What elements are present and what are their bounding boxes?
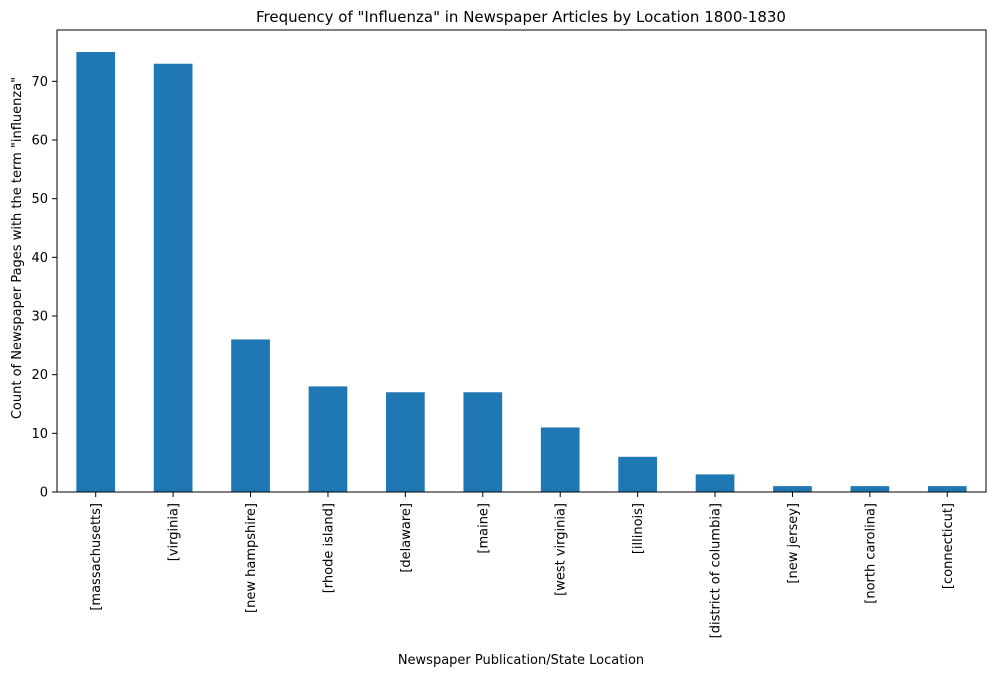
x-tick-label: [virginia]	[167, 503, 182, 561]
y-tick-label: 30	[31, 310, 48, 325]
y-tick-label: 10	[31, 427, 48, 442]
bar	[618, 456, 657, 492]
x-tick-label: [district of columbia]	[709, 503, 724, 638]
bar	[386, 392, 425, 492]
bar	[850, 486, 890, 492]
bar	[231, 339, 270, 492]
plot-area	[56, 29, 987, 493]
bar	[463, 392, 503, 492]
x-tick-label: [new hampshire]	[244, 503, 259, 613]
y-axis: 0 10 20 30 40 50 60 70	[31, 75, 57, 501]
bar	[695, 474, 735, 492]
y-axis-label: Count of Newspaper Pages with the term "…	[10, 77, 25, 419]
x-tick-label: [illinois]	[631, 503, 646, 554]
x-axis: [massachusetts] [virginia] [new hampshire]…	[89, 492, 956, 638]
bar	[927, 486, 967, 492]
y-tick-label: 0	[40, 486, 48, 501]
bar	[308, 386, 348, 492]
y-tick-label: 20	[31, 368, 48, 383]
bar	[76, 52, 116, 492]
x-tick-label: [north carolina]	[863, 503, 878, 604]
y-tick-label: 50	[31, 192, 48, 207]
x-tick-label: [maine]	[476, 503, 491, 554]
bar	[153, 63, 193, 492]
x-tick-label: [west virginia]	[554, 503, 569, 596]
x-tick-label: [connecticut]	[941, 503, 956, 589]
x-tick-label: [delaware]	[399, 503, 414, 573]
y-tick-label: 60	[31, 134, 48, 149]
y-tick-label: 40	[31, 251, 48, 266]
x-axis-label: Newspaper Publication/State Location	[398, 653, 644, 668]
chart-title: Frequency of "Influenza" in Newspaper Ar…	[256, 8, 786, 26]
x-tick-label: [rhode island]	[321, 503, 336, 593]
bar	[540, 427, 580, 492]
bar	[773, 486, 812, 492]
plot-frame	[56, 29, 987, 493]
x-tick-label: [massachusetts]	[89, 503, 104, 611]
y-tick-label: 70	[31, 75, 48, 90]
x-tick-label: [new jersey]	[786, 503, 801, 584]
